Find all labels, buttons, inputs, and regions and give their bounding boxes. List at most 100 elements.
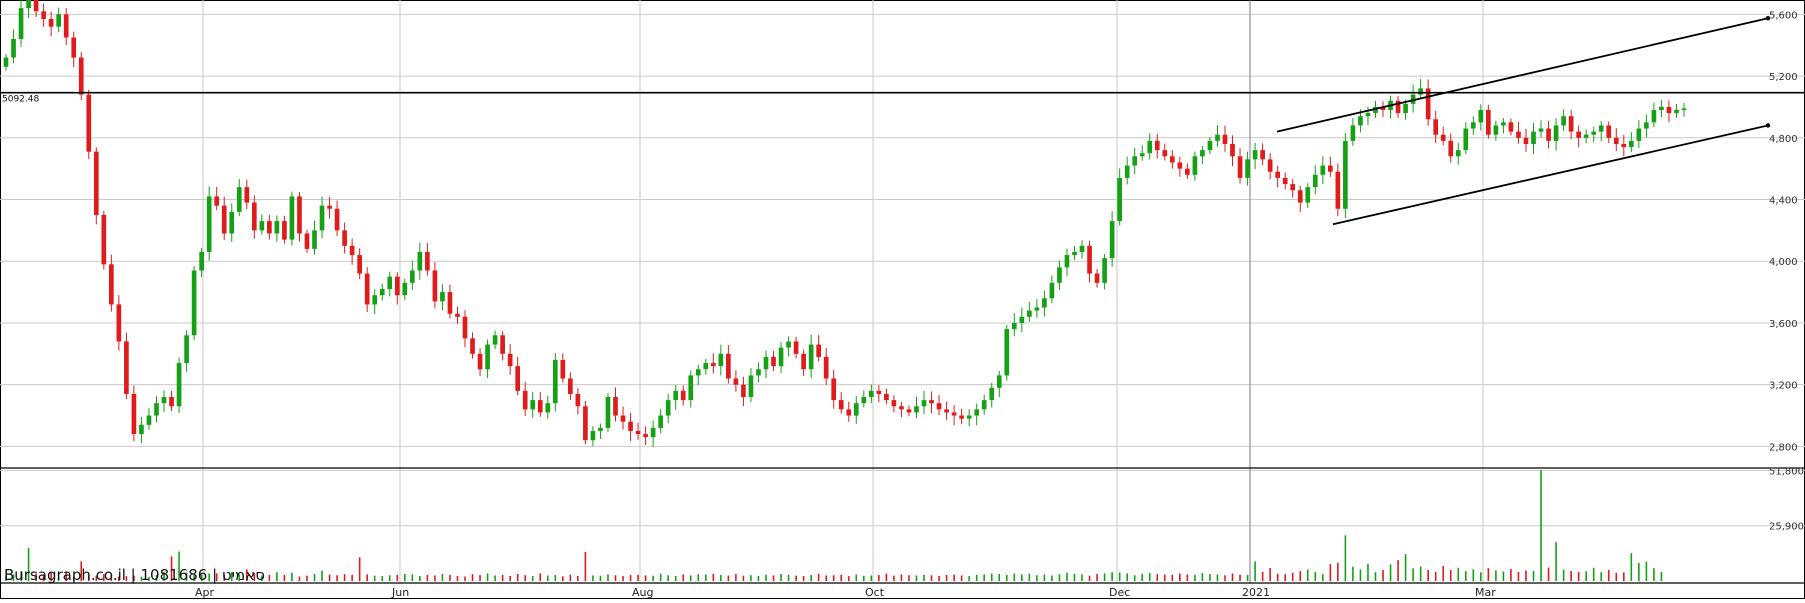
volume-bar — [373, 575, 376, 581]
volume-bar — [885, 573, 888, 581]
volume-bar — [1359, 569, 1362, 581]
candle-body — [462, 316, 468, 339]
candle-body — [906, 409, 912, 413]
candle-body — [778, 347, 784, 367]
volume-bar — [1502, 571, 1505, 581]
volume-bar — [1585, 571, 1587, 581]
volume-bar — [531, 576, 534, 581]
candle-body — [1523, 137, 1529, 144]
candle-body — [861, 397, 867, 404]
candle-body — [500, 335, 505, 354]
volume-bar — [1592, 567, 1595, 581]
candle-body — [515, 366, 521, 391]
volume-bar — [1329, 564, 1332, 581]
candle-body — [1350, 125, 1356, 141]
candle-body — [1358, 116, 1363, 126]
candle-body — [966, 415, 972, 419]
date-tick-label: Mar — [1475, 586, 1496, 599]
volume-bar — [223, 574, 226, 581]
volume-bar — [516, 573, 519, 581]
volume-bar — [1021, 574, 1023, 581]
volume-bar — [291, 572, 293, 581]
candle-body — [26, 0, 31, 9]
volume-bar — [1434, 572, 1437, 581]
candle-body — [1425, 88, 1431, 120]
candle-body — [11, 39, 16, 58]
volume-bar — [1058, 574, 1061, 581]
candle-body — [530, 400, 536, 410]
volume-bar — [960, 575, 963, 581]
candle-body — [680, 390, 686, 401]
candle-body — [342, 230, 347, 246]
volume-bar — [908, 575, 910, 581]
candle-body — [1470, 122, 1476, 129]
candle-body — [1019, 316, 1025, 323]
volume-bar — [464, 576, 466, 581]
volume-bar — [893, 575, 895, 581]
candle-body — [1275, 171, 1281, 178]
volume-bar — [787, 574, 790, 581]
candle-body — [951, 412, 957, 416]
volume-bar — [261, 575, 263, 581]
volume-bar — [1464, 571, 1467, 581]
volume-bar — [87, 575, 90, 581]
volume-bar — [938, 575, 940, 581]
candle-body — [853, 403, 859, 416]
candle-body — [297, 196, 302, 234]
volume-bar — [1653, 568, 1655, 581]
candle-body — [552, 359, 558, 404]
candle-body — [1621, 143, 1627, 148]
candle-body — [1124, 165, 1130, 178]
volume-bar — [1480, 572, 1482, 581]
candle-body — [236, 187, 242, 212]
candle-body — [695, 369, 701, 376]
candle-body — [206, 196, 212, 252]
date-tick-label: Apr — [195, 586, 215, 599]
volume-bar — [1133, 575, 1136, 581]
volume-bar — [501, 574, 504, 581]
volume-bar — [878, 575, 880, 581]
price-tick-label: 4,000 — [1769, 257, 1798, 268]
price-tick-label: 3,600 — [1769, 319, 1798, 330]
volume-bar — [411, 574, 414, 581]
volume-bar — [313, 573, 316, 581]
candle-body — [334, 208, 340, 231]
candle-body — [733, 378, 739, 385]
candle-body — [1418, 88, 1423, 95]
volume-bar — [396, 574, 399, 581]
volume-bar — [80, 561, 83, 581]
resistance-level-label: 5092.48 — [2, 95, 39, 105]
candle-body — [1305, 187, 1311, 203]
candle-body — [1094, 273, 1100, 283]
volume-bar — [674, 575, 677, 581]
volume-bar — [449, 574, 451, 581]
volume-bar — [343, 574, 346, 581]
volume-bar — [659, 573, 662, 581]
volume-bar — [1051, 575, 1053, 581]
volume-bar — [863, 575, 865, 581]
volume-bar — [1216, 574, 1219, 581]
candle-body — [1057, 267, 1062, 283]
volume-bar — [1630, 553, 1633, 581]
candle-body — [981, 400, 987, 410]
volume-bar — [1141, 573, 1144, 581]
volume-bar — [27, 548, 30, 581]
candle-body — [425, 251, 430, 271]
volume-bar — [358, 557, 361, 581]
candle-body — [1681, 108, 1687, 111]
volume-bar — [479, 575, 481, 581]
volume-bar — [1081, 574, 1083, 581]
candle-body — [1628, 140, 1634, 148]
candle-body — [402, 282, 408, 296]
volume-bar — [1148, 573, 1151, 581]
volume-bar — [742, 575, 745, 581]
candle-body — [1373, 106, 1378, 114]
volume-bar — [1171, 574, 1174, 581]
candle-body — [1598, 125, 1604, 132]
candle-body — [1139, 153, 1145, 157]
candle-body — [628, 421, 633, 431]
volume-bar — [245, 569, 248, 581]
candle-body — [959, 415, 964, 419]
volume-bar — [283, 575, 286, 581]
volume-bar — [1600, 572, 1603, 581]
